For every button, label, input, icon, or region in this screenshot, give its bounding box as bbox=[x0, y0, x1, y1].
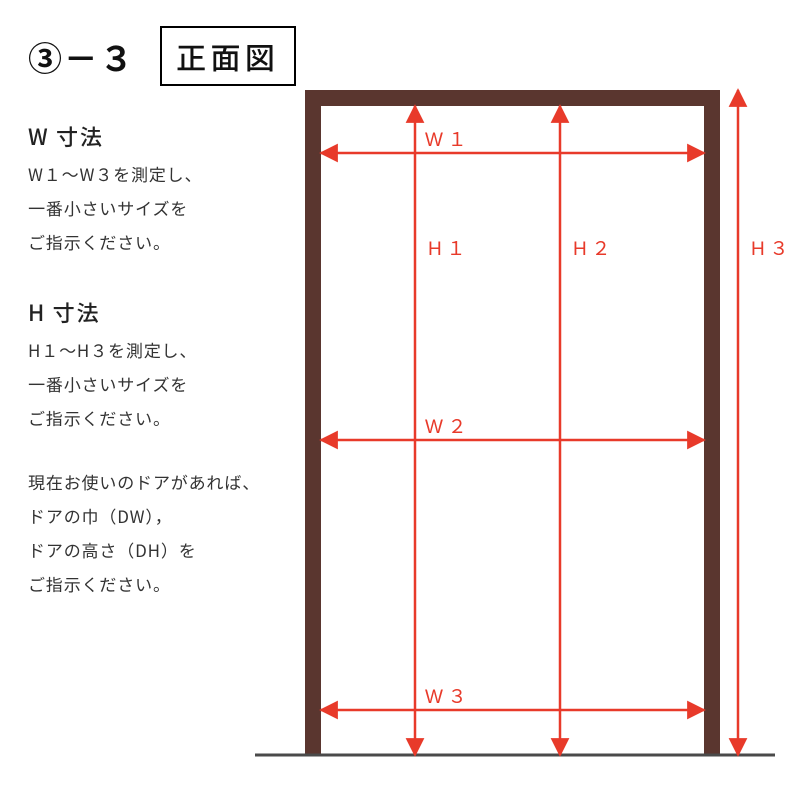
door-diagram: W１ W２ W３ H１ H２ H３ bbox=[0, 0, 800, 800]
dim-W2-label: W２ bbox=[425, 417, 471, 438]
dim-W3-label: W３ bbox=[425, 687, 471, 708]
page-root: ③－３ 正面図 W 寸法 W１～W３を測定し、 一番小さいサイズを ご指示くださ… bbox=[0, 0, 800, 800]
dim-H1-label: H１ bbox=[428, 239, 470, 260]
dim-W1-label: W１ bbox=[425, 130, 471, 151]
door-frame bbox=[305, 90, 720, 755]
dim-H3-label: H３ bbox=[751, 239, 793, 260]
dimension-lines: W１ W２ W３ H１ H２ H３ bbox=[321, 90, 793, 755]
dim-H2-label: H２ bbox=[573, 239, 615, 260]
